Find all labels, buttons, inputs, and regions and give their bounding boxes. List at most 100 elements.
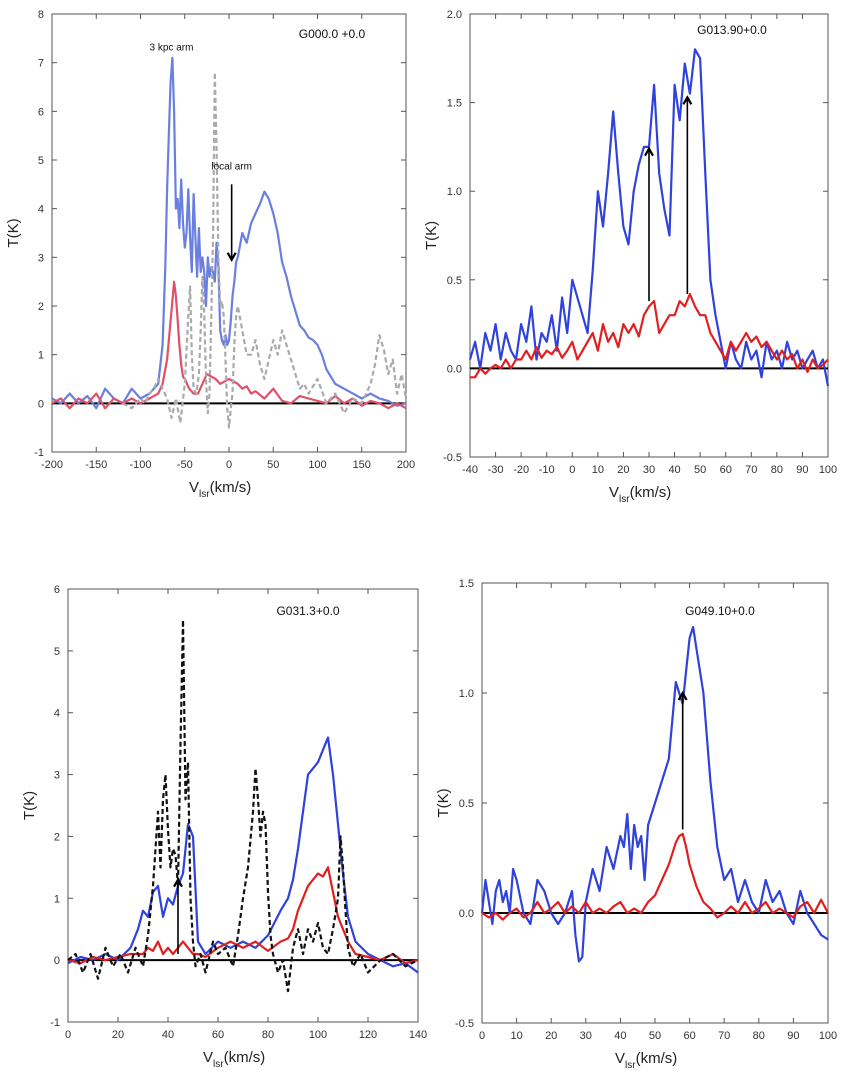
x-tick-label: 100 xyxy=(819,464,837,476)
x-axis-label-subscript: lsr xyxy=(625,1060,636,1071)
y-axis-label: T(K) xyxy=(423,221,440,250)
x-tick-label: 100 xyxy=(308,459,326,471)
x-axis-label-subscript: lsr xyxy=(619,494,630,505)
x-tick-label: 20 xyxy=(617,464,629,476)
chart-panel-g049: -0.5 0.0 0.5 1.0 1.5 0 10 20 30 40 50 60 70 80 90 100 G0… xyxy=(435,578,837,1071)
x-tick-label: 120 xyxy=(359,1029,377,1041)
y-tick-label: 1.0 xyxy=(447,186,462,198)
y-tick-label: 5 xyxy=(38,155,44,167)
y-tick-label: 1.5 xyxy=(459,578,474,590)
x-axis-label-main: V xyxy=(615,1050,625,1067)
y-tick-label: 5 xyxy=(54,646,60,658)
x-tick-label: -30 xyxy=(488,464,504,476)
x-tick-label: -10 xyxy=(539,464,555,476)
y-tick-label: -1 xyxy=(50,1017,60,1029)
x-tick-label: 0 xyxy=(479,1030,485,1042)
x-tick-label: 0 xyxy=(65,1029,71,1041)
x-tick-label: -40 xyxy=(462,464,478,476)
y-tick-label: 3 xyxy=(54,770,60,782)
y-tick-label: 4 xyxy=(38,204,44,216)
x-tick-label: 0 xyxy=(226,459,232,471)
x-tick-label: 30 xyxy=(580,1030,592,1042)
y-tick-label: 3 xyxy=(38,252,44,264)
x-axis-label-main: V xyxy=(189,479,199,496)
x-tick-label: 40 xyxy=(668,464,680,476)
y-tick-label: -1 xyxy=(34,447,44,459)
x-tick-label: 100 xyxy=(309,1029,327,1041)
y-tick-label: -0.5 xyxy=(455,1018,474,1030)
x-tick-label: 200 xyxy=(397,459,415,471)
x-tick-label: 80 xyxy=(753,1030,765,1042)
series-line-3 xyxy=(67,618,419,993)
x-tick-label: 150 xyxy=(353,459,371,471)
y-tick-label: 0 xyxy=(54,955,60,967)
panel-title: G031.3+0.0 xyxy=(276,604,339,618)
x-tick-label: 20 xyxy=(545,1030,557,1042)
y-tick-label: 8 xyxy=(38,9,44,21)
x-axis-label-unit: (km/s) xyxy=(636,1050,678,1067)
x-tick-label: 80 xyxy=(771,464,783,476)
panel-title: G049.10+0.0 xyxy=(685,604,755,618)
x-tick-label: -20 xyxy=(513,464,529,476)
y-tick-label: 2.0 xyxy=(447,9,462,21)
x-tick-label: 30 xyxy=(643,464,655,476)
x-tick-label: 90 xyxy=(787,1030,799,1042)
y-tick-label: 0 xyxy=(38,398,44,410)
x-tick-label: 60 xyxy=(720,464,732,476)
series-line-2 xyxy=(51,280,407,410)
x-tick-label: 90 xyxy=(796,464,808,476)
x-tick-label: 70 xyxy=(745,464,757,476)
chart-panel-g013: -0.5 0.0 0.5 1.0 1.5 2.0 -40 -30 -20 -10 0 10 20 30 40… xyxy=(423,9,837,505)
x-axis-label-main: V xyxy=(609,484,619,501)
y-tick-label: 2 xyxy=(38,301,44,313)
x-axis-label: Vlsr(km/s) xyxy=(203,1049,265,1070)
x-tick-label: 70 xyxy=(718,1030,730,1042)
y-axis-label: T(K) xyxy=(435,788,452,817)
panel-title: G000.0 +0.0 xyxy=(299,27,366,41)
x-tick-label: 40 xyxy=(614,1030,626,1042)
plot-frame xyxy=(67,588,419,1023)
annotation-label: 3 kpc arm xyxy=(150,43,194,54)
x-tick-label: 50 xyxy=(267,459,279,471)
y-axis-label: T(K) xyxy=(5,218,22,247)
x-tick-label: 50 xyxy=(649,1030,661,1042)
plot-frame xyxy=(51,13,407,453)
annotation-label: local arm xyxy=(211,162,252,173)
y-tick-label: 4 xyxy=(54,708,60,720)
series-line-1 xyxy=(480,625,829,963)
panel-title: G013.90+0.0 xyxy=(697,23,767,37)
y-tick-label: 0.5 xyxy=(447,275,462,287)
x-tick-label: 80 xyxy=(262,1029,274,1041)
x-axis-label-subscript: lsr xyxy=(199,489,210,500)
y-tick-label: 6 xyxy=(54,584,60,596)
x-tick-label: 60 xyxy=(683,1030,695,1042)
x-tick-label: 60 xyxy=(212,1029,224,1041)
y-tick-label: 1 xyxy=(54,893,60,905)
y-tick-label: 1 xyxy=(38,350,44,362)
x-axis-label-unit: (km/s) xyxy=(224,1049,266,1066)
y-tick-label: 0.0 xyxy=(447,363,462,375)
x-axis-label: Vlsr(km/s) xyxy=(189,479,251,500)
series-line-2 xyxy=(481,832,829,921)
x-tick-label: 0 xyxy=(569,464,575,476)
x-axis-label-main: V xyxy=(203,1049,213,1066)
y-tick-label: 6 xyxy=(38,106,44,118)
x-axis-label: Vlsr(km/s) xyxy=(615,1050,677,1071)
x-tick-label: -50 xyxy=(177,459,193,471)
y-tick-label: 7 xyxy=(38,58,44,70)
y-tick-label: 0.0 xyxy=(459,908,474,920)
series-line-2 xyxy=(470,292,829,379)
x-tick-label: 140 xyxy=(409,1029,427,1041)
x-tick-label: 20 xyxy=(112,1029,124,1041)
series-line-1 xyxy=(51,56,407,410)
x-tick-label: -150 xyxy=(85,459,107,471)
x-tick-label: 10 xyxy=(510,1030,522,1042)
y-axis-label: T(K) xyxy=(21,791,38,820)
x-axis-label-unit: (km/s) xyxy=(210,479,252,496)
y-tick-label: 1.0 xyxy=(459,688,474,700)
x-axis-label: Vlsr(km/s) xyxy=(609,484,671,505)
series-line-1 xyxy=(67,736,419,974)
series-line-3 xyxy=(122,71,408,429)
